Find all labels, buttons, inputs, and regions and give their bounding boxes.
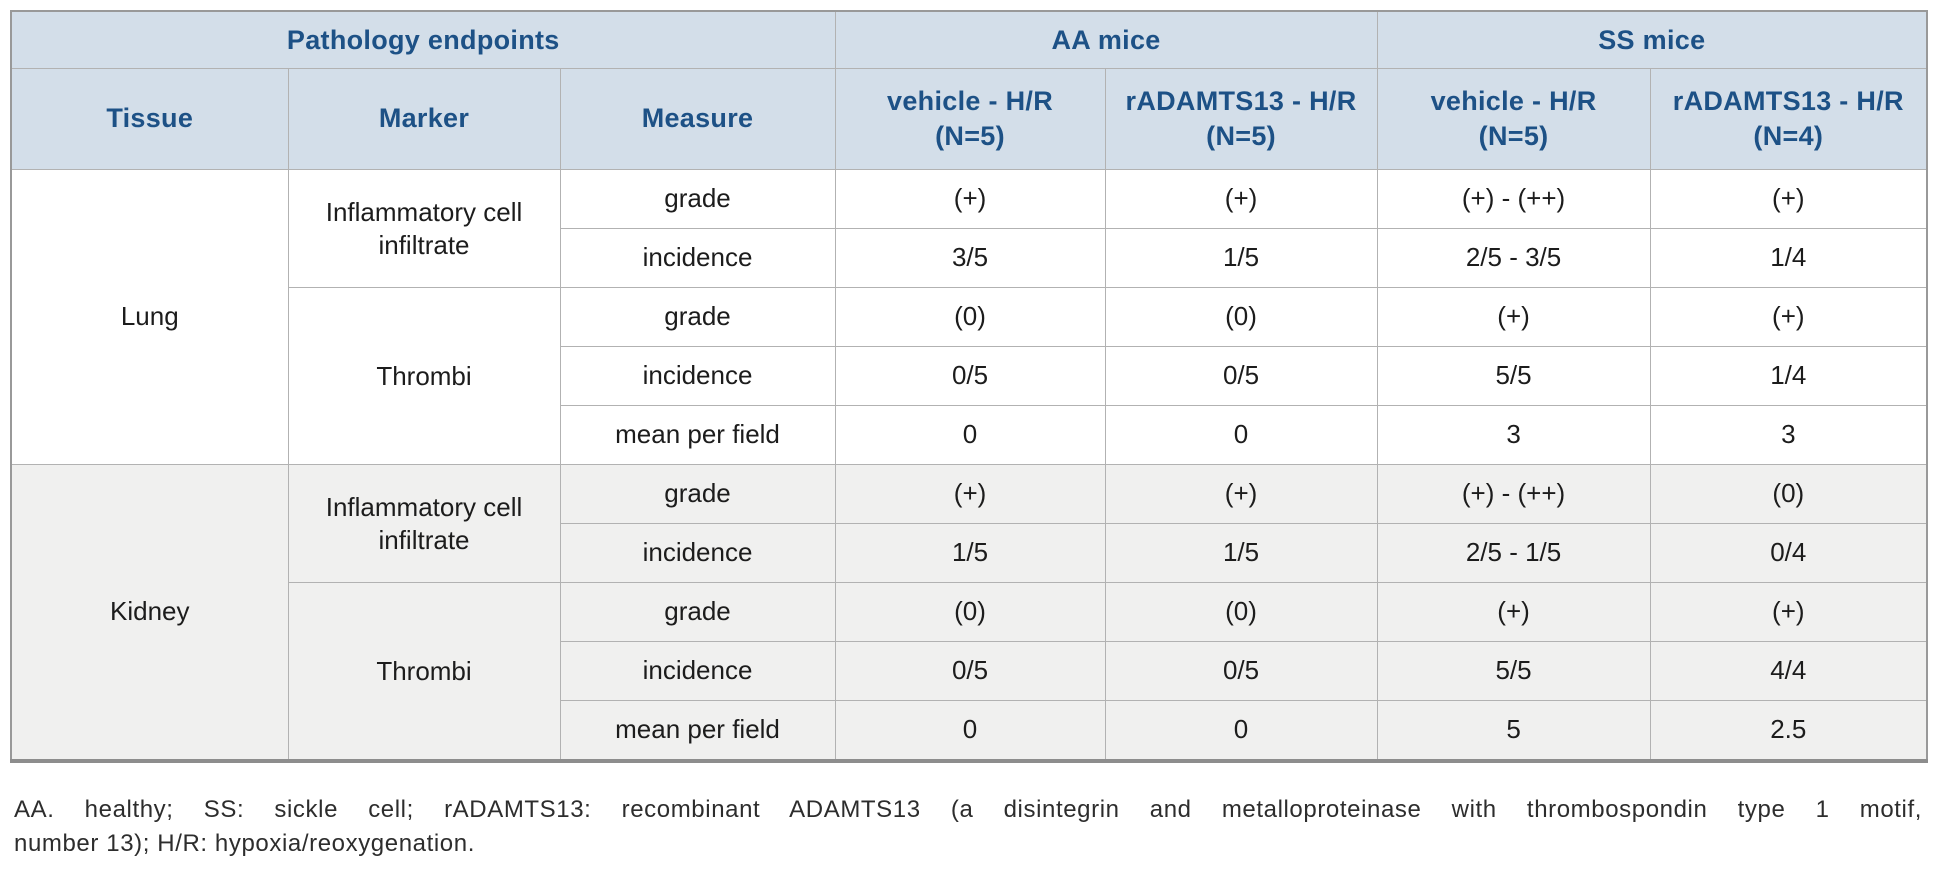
value-cell: 3/5 [834,228,1106,288]
measure-cell: mean per field [559,700,836,762]
value-cell: 0/5 [1104,346,1378,406]
pathology-endpoints-table: Pathology endpoints AA mice SS mice Tiss… [10,10,1929,763]
column-header-label: vehicle - H/R [887,85,1053,116]
table-footnote: AA. healthy; SS: sickle cell; rADAMTS13:… [10,793,1926,861]
measure-cell: grade [559,169,836,229]
value-cell: 0 [1104,405,1378,465]
table-row: Thrombi grade (0) (0) (+) (+) [11,287,1928,465]
measure-cell: incidence [559,523,836,583]
column-header-label: rADAMTS13 - H/R [1125,85,1357,116]
value-cell: (+) [834,169,1106,229]
table-row: incidence 0/5 0/5 5/5 1/4 [11,346,1928,406]
table-row: Lung Inflammatory cell infiltrate grade … [10,169,1928,465]
value-cell: (0) [834,582,1106,642]
value-cell: (0) [1104,287,1378,347]
column-header-measure: Measure [559,68,836,170]
table-row: Kidney Inflammatory cell infiltrate grad… [10,464,1928,762]
value-cell: 1/4 [1649,228,1928,288]
value-cell: 4/4 [1649,641,1928,701]
value-cell: (+) [1649,287,1928,347]
value-cell: 1/5 [834,523,1106,583]
marker-cell-thrombi: Thrombi [287,582,561,762]
value-cell: 2/5 - 1/5 [1376,523,1651,583]
value-cell: 0 [834,700,1106,762]
marker-cell-inflammatory: Inflammatory cell infiltrate [287,169,561,288]
value-cell: (+) - (++) [1376,169,1651,229]
measure-cell: incidence [559,641,836,701]
value-cell: (+) [1649,582,1928,642]
value-cell: 0/5 [1104,641,1378,701]
value-cell: 2/5 - 3/5 [1376,228,1651,288]
table-row: mean per field 0 0 5 2.5 [11,700,1928,762]
measure-cell: incidence [559,228,836,288]
tissue-cell-lung: Lung [10,169,289,465]
group-header-row: Pathology endpoints AA mice SS mice [10,10,1928,69]
value-cell: (+) [1104,464,1378,524]
column-header-row: Tissue Marker Measure vehicle - H/R (N=5… [10,68,1928,170]
measure-cell: incidence [559,346,836,406]
value-cell: (0) [834,287,1106,347]
value-cell: 3 [1376,405,1651,465]
measure-cell: grade [559,582,836,642]
marker-cell-inflammatory: Inflammatory cell infiltrate [287,464,561,583]
value-cell: 5 [1376,700,1651,762]
column-header-ss-radamts13: rADAMTS13 - H/R (N=4) [1649,68,1928,170]
value-cell: (0) [1104,582,1378,642]
table-row: mean per field 0 0 3 3 [11,405,1928,465]
marker-cell-thrombi: Thrombi [287,287,561,465]
table-row: incidence 0/5 0/5 5/5 4/4 [11,641,1928,701]
value-cell: 1/4 [1649,346,1928,406]
value-cell: 0/5 [834,346,1106,406]
value-cell: 0/5 [834,641,1106,701]
table-row: incidence 1/5 1/5 2/5 - 1/5 0/4 [11,523,1928,583]
group-header-aa-mice: AA mice [834,10,1378,69]
value-cell: (+) - (++) [1376,464,1651,524]
value-cell: 3 [1649,405,1928,465]
value-cell: (+) [1376,582,1651,642]
column-header-n: (N=5) [1478,121,1549,151]
group-header-pathology: Pathology endpoints [10,10,836,69]
value-cell: 0 [1104,700,1378,762]
column-header-label: vehicle - H/R [1430,85,1597,116]
footnote-line-2: number 13); H/R: hypoxia/reoxygenation. [14,830,475,857]
value-cell: 1/5 [1104,228,1378,288]
column-header-label: rADAMTS13 - H/R [1672,85,1904,116]
value-cell: 0 [834,405,1106,465]
tissue-cell-kidney: Kidney [10,464,289,762]
column-header-aa-radamts13: rADAMTS13 - H/R (N=5) [1104,68,1378,170]
value-cell: (+) [1104,169,1378,229]
value-cell: (+) [834,464,1106,524]
value-cell: (+) [1376,287,1651,347]
value-cell: (0) [1649,464,1928,524]
value-cell: 2.5 [1649,700,1928,762]
value-cell: 5/5 [1376,346,1651,406]
column-header-n: (N=5) [1206,121,1276,151]
measure-cell: mean per field [559,405,836,465]
table-row: Thrombi grade (0) (0) (+) (+) [11,582,1928,762]
measure-cell: grade [559,464,836,524]
column-header-n: (N=4) [1753,121,1824,151]
column-header-n: (N=5) [935,121,1005,151]
measure-cell: grade [559,287,836,347]
group-header-ss-mice: SS mice [1376,10,1928,69]
column-header-tissue: Tissue [10,68,289,170]
column-header-ss-vehicle: vehicle - H/R (N=5) [1376,68,1651,170]
value-cell: 0/4 [1649,523,1928,583]
table-row: incidence 3/5 1/5 2/5 - 3/5 1/4 [11,228,1928,288]
value-cell: 1/5 [1104,523,1378,583]
value-cell: (+) [1649,169,1928,229]
value-cell: 5/5 [1376,641,1651,701]
column-header-aa-vehicle: vehicle - H/R (N=5) [834,68,1106,170]
column-header-marker: Marker [287,68,561,170]
footnote-line-1: AA. healthy; SS: sickle cell; rADAMTS13:… [14,796,1922,823]
